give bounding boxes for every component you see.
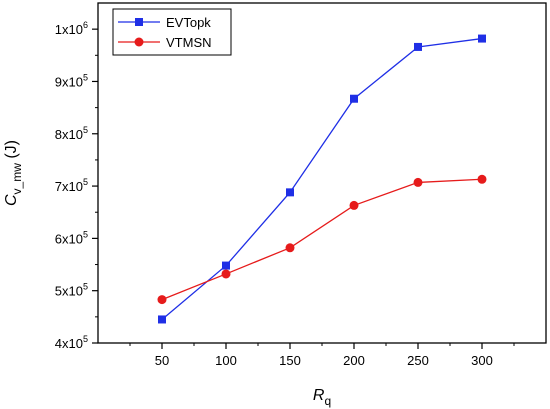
data-point [222,261,230,270]
legend-box [112,8,232,56]
x-tick-label: 300 [471,353,493,368]
y-tick-mantissa: 5x10 [55,284,83,299]
data-point [286,188,294,197]
series-vtmsn [157,174,487,305]
y-tick-exponent: 6 [83,20,88,30]
legend-marker [134,37,144,47]
data-point [349,200,359,210]
data-point [221,269,231,279]
legend-marker [135,18,143,26]
series-line [161,37,483,320]
y-tick-label: 5x105 [55,282,88,299]
y-tick-mantissa: 9x10 [55,74,83,89]
y-tick-mantissa: 4x10 [55,336,83,351]
y-tick-exponent: 5 [83,72,88,82]
x-axis-title-sub: q [324,394,331,408]
data-point [157,295,167,305]
x-tick-label: 200 [343,353,365,368]
series-line [161,178,483,301]
y-axis-title-unit: (J) [3,140,20,163]
data-point [285,243,295,253]
x-axis-title-main: R [313,387,325,404]
y-axis-title-main: C [3,194,20,206]
y-tick-mantissa: 1x10 [55,22,83,37]
x-tick-label: 50 [155,353,169,368]
y-tick-exponent: 5 [83,282,88,292]
y-tick-exponent: 5 [83,334,88,344]
legend: EVTopk VTMSN [112,8,232,56]
y-tick-label: 4x105 [55,334,88,351]
y-tick-mantissa: 7x10 [55,179,83,194]
y-tick-label: 1x106 [55,20,88,37]
y-tick-label: 8x105 [55,125,88,142]
legend-label: VTMSN [166,35,212,50]
data-point [478,34,486,43]
y-tick-label: 6x105 [55,229,88,246]
y-axis-title-sub: v_mw [10,163,24,195]
data-point [477,174,487,184]
series-evtopk [158,34,486,324]
x-tick-label: 100 [215,353,237,368]
y-tick-mantissa: 8x10 [55,127,83,142]
y-tick-label: 7x105 [55,177,88,194]
y-tick-exponent: 5 [83,229,88,239]
y-tick-exponent: 5 [83,177,88,187]
y-tick-label: 9x105 [55,72,88,89]
legend-label: EVTopk [166,15,211,30]
data-point [413,177,423,187]
y-tick-exponent: 5 [83,125,88,135]
x-tick-label: 250 [407,353,429,368]
data-point [414,42,422,51]
y-axis-title: Cv_mw (J) [3,140,24,206]
x-axis-title: Rq [313,387,331,408]
x-tick-label: 150 [279,353,301,368]
data-point [350,94,358,103]
data-point [158,315,166,324]
y-tick-mantissa: 6x10 [55,231,83,246]
